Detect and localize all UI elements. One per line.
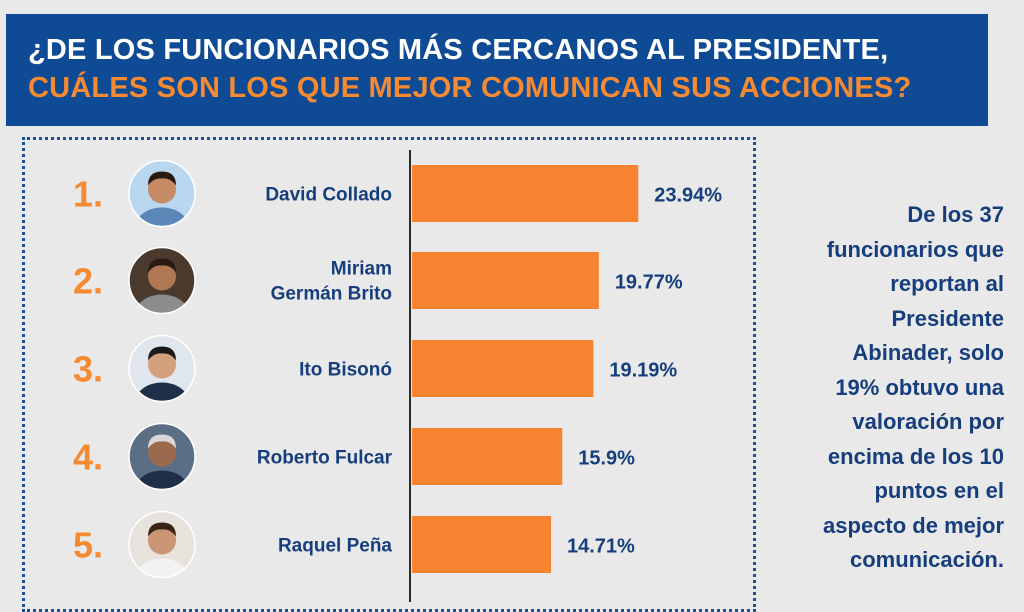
rank-number: 1. [73,174,103,215]
value-label: 19.19% [609,360,677,382]
bar [412,340,594,397]
bar-chart: 1. David Collado 23.94% 2. Miriam Germán Brit… [73,150,722,602]
bar [412,516,552,573]
value-label: 19.77% [615,272,683,294]
value-label: 15.9% [578,448,635,470]
avatar-portrait-icon [128,422,196,491]
rank-number: 4. [73,437,103,478]
name-label: Roberto Fulcar [257,448,393,469]
bar [412,165,639,222]
side-note: De los 37 funcionarios que reportan al P… [823,202,1004,572]
rank-number: 3. [73,349,103,390]
title-line-1: ¿DE LOS FUNCIONARIOS MÁS CERCANOS AL PRE… [28,34,889,66]
title-line-2: CUÁLES SON LOS QUE MEJOR COMUNICAN SUS A… [28,72,912,104]
rank-number: 2. [73,261,103,302]
avatar-portrait-icon [128,510,196,579]
name-label: Ito Bisonó [299,360,392,381]
avatar-portrait-icon [128,159,196,228]
value-label: 23.94% [654,185,722,207]
rank-number: 5. [73,525,103,566]
avatar-portrait-icon [128,246,196,315]
name-label: David Collado [265,185,392,206]
bar [412,428,563,485]
bar [412,252,599,309]
name-label: Raquel Peña [278,536,392,557]
avatar-portrait-icon [128,334,196,403]
name-label: Miriam Germán Brito [271,259,392,305]
header-banner: ¿DE LOS FUNCIONARIOS MÁS CERCANOS AL PRE… [6,14,988,126]
value-label: 14.71% [567,536,635,558]
